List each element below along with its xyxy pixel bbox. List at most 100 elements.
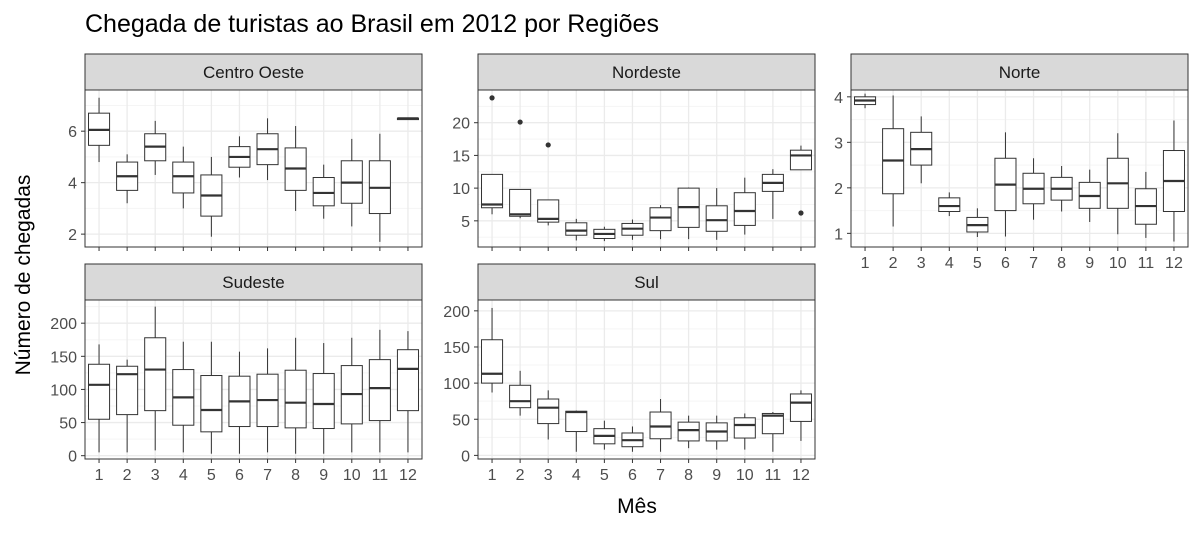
x-tick-label: 2	[516, 467, 525, 484]
y-tick-label: 200	[443, 304, 470, 321]
box-iqr	[565, 222, 588, 236]
box-month-2	[509, 119, 532, 219]
box-iqr	[284, 369, 307, 429]
facet-strip	[477, 53, 816, 91]
y-tick-label: 50	[59, 416, 77, 433]
box-month-6	[994, 132, 1017, 237]
box-month-12	[1162, 120, 1185, 242]
outlier-point	[798, 210, 804, 216]
panel-border	[477, 299, 816, 460]
x-tick-label: 5	[600, 467, 609, 484]
box-month-3	[144, 120, 167, 175]
x-tick-label: 11	[765, 467, 782, 484]
box-month-9	[705, 188, 728, 240]
x-tick-label: 4	[945, 255, 954, 272]
box-month-1	[481, 95, 504, 215]
y-tick-label: 15	[452, 148, 470, 165]
outlier-point	[517, 119, 523, 125]
x-tick-label: 3	[151, 467, 160, 484]
x-tick-label: 8	[291, 467, 300, 484]
x-tick-label: 12	[792, 467, 810, 484]
box-month-2	[509, 370, 532, 416]
box-iqr	[537, 199, 560, 223]
box-iqr	[509, 384, 532, 409]
box-iqr	[368, 359, 391, 422]
x-tick-label: 7	[656, 467, 665, 484]
facet-strip	[850, 53, 1189, 91]
x-tick-label: 5	[973, 255, 982, 272]
box-month-12	[789, 145, 812, 216]
box-month-1	[854, 93, 877, 109]
x-tick-label: 7	[263, 467, 272, 484]
box-month-10	[1106, 133, 1129, 235]
facet-strip	[84, 263, 423, 301]
box-month-11	[761, 412, 784, 452]
box-iqr	[789, 393, 812, 422]
box-month-8	[284, 337, 307, 454]
box-month-11	[1134, 171, 1157, 238]
box-month-8	[284, 126, 307, 211]
box-iqr	[761, 412, 784, 435]
y-tick-label: 6	[68, 124, 77, 141]
box-month-5	[593, 226, 616, 242]
box-month-4	[938, 192, 961, 217]
box-month-10	[733, 177, 756, 235]
box-month-9	[1078, 169, 1101, 222]
box-month-2	[882, 95, 905, 227]
x-tick-label: 6	[1001, 255, 1010, 272]
plot-panel	[85, 300, 422, 459]
y-tick-label: 3	[834, 135, 843, 152]
box-iqr	[565, 410, 588, 433]
box-month-8	[677, 415, 700, 449]
box-month-4	[565, 410, 588, 452]
box-month-2	[116, 154, 139, 204]
x-tick-label: 9	[319, 467, 328, 484]
y-tick-label: 4	[68, 176, 77, 193]
x-tick-label: 1	[861, 255, 870, 272]
box-iqr	[649, 207, 672, 232]
box-iqr	[172, 161, 195, 194]
x-tick-label: 10	[736, 467, 754, 484]
box-month-12	[396, 331, 419, 453]
x-tick-label: 8	[684, 467, 693, 484]
box-month-1	[481, 307, 504, 393]
box-month-10	[340, 138, 363, 227]
facet-strip-label: Sudeste	[222, 273, 284, 292]
box-iqr	[312, 177, 335, 207]
box-month-3	[537, 390, 560, 440]
panel-border	[84, 89, 423, 248]
x-tick-label: 9	[712, 467, 721, 484]
box-iqr	[789, 149, 812, 171]
box-iqr	[396, 349, 419, 412]
box-iqr	[144, 337, 167, 412]
x-tick-label: 2	[889, 255, 898, 272]
box-iqr	[116, 365, 139, 416]
box-iqr	[200, 375, 223, 433]
facet-centro-oeste: Centro Oeste 2 4 6	[68, 53, 423, 251]
box-month-7	[1022, 158, 1045, 220]
y-tick-label: 200	[50, 316, 77, 333]
box-iqr	[677, 421, 700, 442]
y-tick-label: 10	[452, 181, 470, 198]
box-month-2	[116, 359, 139, 453]
box-month-4	[172, 341, 195, 453]
box-month-10	[340, 337, 363, 453]
box-month-6	[228, 351, 251, 454]
panel-border	[84, 299, 423, 460]
x-tick-label: 5	[207, 467, 216, 484]
box-month-4	[172, 146, 195, 209]
box-month-9	[705, 415, 728, 450]
box-month-7	[256, 348, 279, 453]
box-month-3	[537, 142, 560, 226]
facet-nordeste: Nordeste 5 10 15 20	[452, 53, 816, 251]
x-tick-label: 7	[1029, 255, 1038, 272]
y-axis-title: Número de chegadas	[12, 175, 35, 376]
x-tick-label: 12	[1165, 255, 1183, 272]
y-tick-label: 4	[834, 90, 843, 107]
box-month-11	[368, 133, 391, 242]
y-tick-label: 0	[68, 449, 77, 466]
plot-panel	[478, 300, 815, 459]
box-iqr	[481, 339, 504, 384]
